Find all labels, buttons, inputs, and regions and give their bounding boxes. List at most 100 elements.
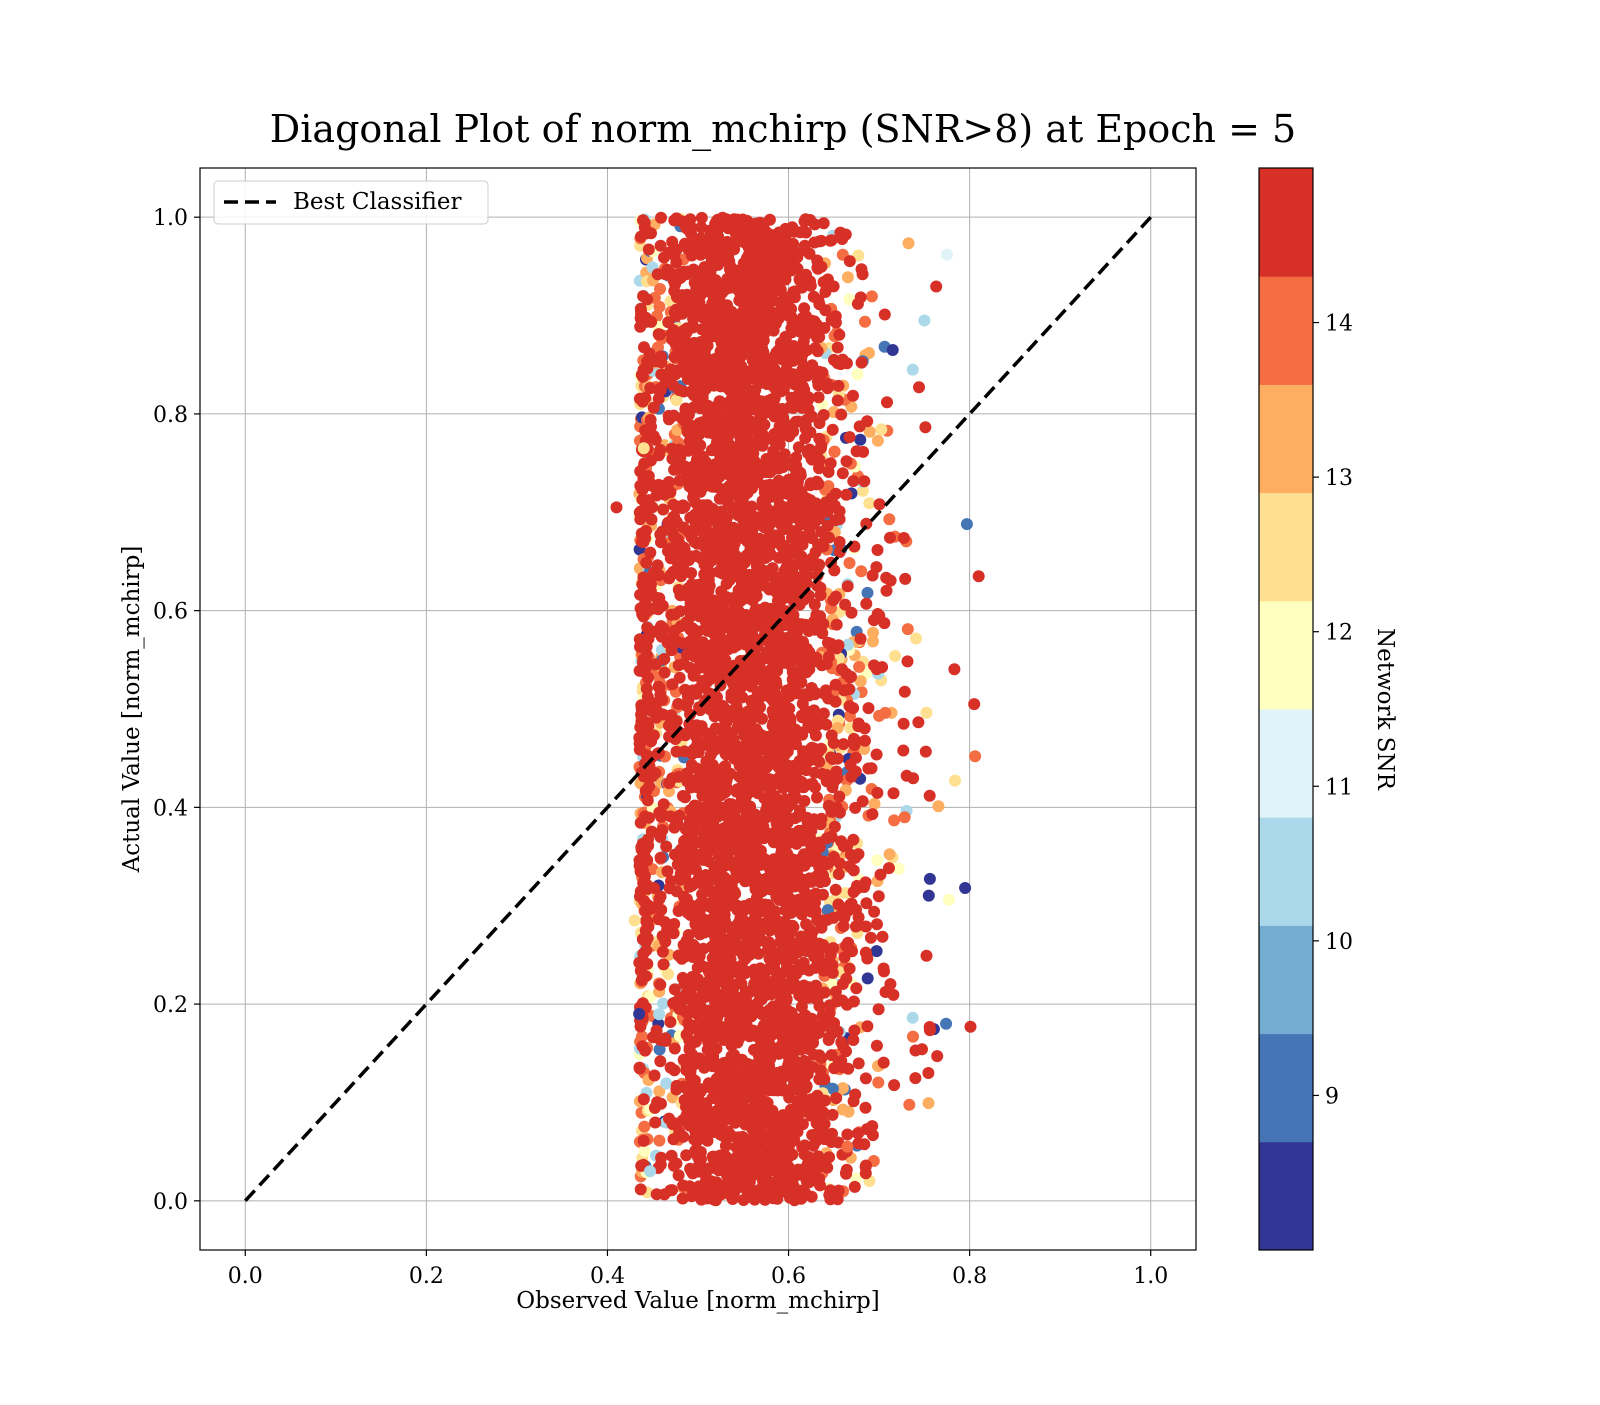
- scatter-point: [837, 467, 849, 479]
- scatter-point: [695, 1153, 707, 1165]
- scatter-point: [648, 729, 660, 741]
- scatter-point: [848, 886, 860, 898]
- scatter-point: [863, 702, 875, 714]
- scatter-point: [827, 424, 839, 436]
- scatter-point: [634, 1063, 646, 1075]
- scatter-point: [839, 951, 851, 963]
- scatter-point: [655, 1152, 667, 1164]
- scatter-point: [668, 1064, 680, 1076]
- scatter-point: [640, 944, 652, 956]
- scatter-point: [899, 686, 911, 698]
- scatter-point: [872, 544, 884, 556]
- scatter-point: [888, 1079, 900, 1091]
- scatter-point: [899, 811, 911, 823]
- scatter-point: [655, 356, 667, 368]
- scatter-point: [832, 395, 844, 407]
- scatter-point: [797, 698, 809, 710]
- scatter-point: [910, 1045, 922, 1057]
- scatter-point: [922, 1067, 934, 1079]
- scatter-point: [659, 667, 671, 679]
- scatter-point: [855, 633, 867, 645]
- scatter-point: [655, 890, 667, 902]
- scatter-point: [641, 293, 653, 305]
- scatter-point: [879, 309, 891, 321]
- scatter-point: [871, 854, 883, 866]
- scatter-point: [658, 623, 670, 635]
- scatter-point: [924, 1021, 936, 1033]
- scatter-point: [850, 982, 862, 994]
- scatter-point: [845, 771, 857, 783]
- scatter-point: [898, 532, 910, 544]
- scatter-point: [856, 263, 868, 275]
- scatter-point: [704, 580, 716, 592]
- scatter-point: [643, 812, 655, 824]
- scatter-point: [912, 716, 924, 728]
- scatter-point: [638, 1135, 650, 1147]
- scatter-point: [907, 364, 919, 376]
- scatter-point: [854, 434, 866, 446]
- scatter-point: [830, 1092, 842, 1104]
- scatter-point: [839, 599, 851, 611]
- scatter-point: [863, 497, 875, 509]
- scatter-point: [833, 329, 845, 341]
- scatter-point: [642, 794, 654, 806]
- scatter-point: [847, 390, 859, 402]
- scatter-point: [860, 598, 872, 610]
- scatter-point: [874, 498, 886, 510]
- scatter-point: [663, 476, 675, 488]
- scatter-point: [888, 787, 900, 799]
- scatter-point: [823, 1034, 835, 1046]
- scatter-point: [884, 532, 896, 544]
- scatter-point: [642, 672, 654, 684]
- scatter-point: [949, 775, 961, 787]
- scatter-point: [638, 1121, 650, 1133]
- scatter-point: [671, 715, 683, 727]
- scatter-point: [859, 316, 871, 328]
- scatter-point: [838, 920, 850, 932]
- scatter-point: [851, 368, 863, 380]
- scatter-point: [873, 1003, 885, 1015]
- scatter-point: [860, 1161, 872, 1173]
- scatter-point: [833, 868, 845, 880]
- scatter-point: [854, 420, 866, 432]
- scatter-point: [660, 841, 672, 853]
- scatter-point: [635, 1183, 647, 1195]
- scatter-point: [907, 1012, 919, 1024]
- scatter-point: [903, 1099, 915, 1111]
- scatter-point: [913, 381, 925, 393]
- scatter-point: [654, 979, 666, 991]
- scatter-point: [757, 495, 769, 507]
- scatter-point: [793, 441, 805, 453]
- scatter-point: [677, 1131, 689, 1143]
- scatter-point: [842, 580, 854, 592]
- scatter-point: [852, 1127, 864, 1139]
- scatter-point: [848, 1095, 860, 1107]
- scatter-point: [872, 435, 884, 447]
- scatter-point: [924, 873, 936, 885]
- scatter-point: [823, 800, 835, 812]
- scatter-point: [930, 281, 942, 293]
- scatter-point: [848, 733, 860, 745]
- scatter-point: [889, 650, 901, 662]
- scatter-point: [948, 663, 960, 675]
- scatter-point: [655, 1098, 667, 1110]
- scatter-point: [875, 423, 887, 435]
- scatter-point: [794, 273, 806, 285]
- scatter-point: [646, 501, 658, 513]
- scatter-point: [655, 212, 667, 224]
- scatter-point: [871, 787, 883, 799]
- scatter-point: [932, 800, 944, 812]
- scatter-point: [657, 600, 669, 612]
- scatter-point: [847, 1034, 859, 1046]
- scatter-point: [901, 770, 913, 782]
- scatter-point: [694, 439, 706, 451]
- scatter-point: [642, 840, 654, 852]
- scatter-point: [921, 707, 933, 719]
- scatter-point: [867, 635, 879, 647]
- scatter-point: [871, 945, 883, 957]
- scatter-point: [860, 1072, 872, 1084]
- scatter-point: [655, 904, 667, 916]
- scatter-point: [844, 557, 856, 569]
- scatter-point: [852, 298, 864, 310]
